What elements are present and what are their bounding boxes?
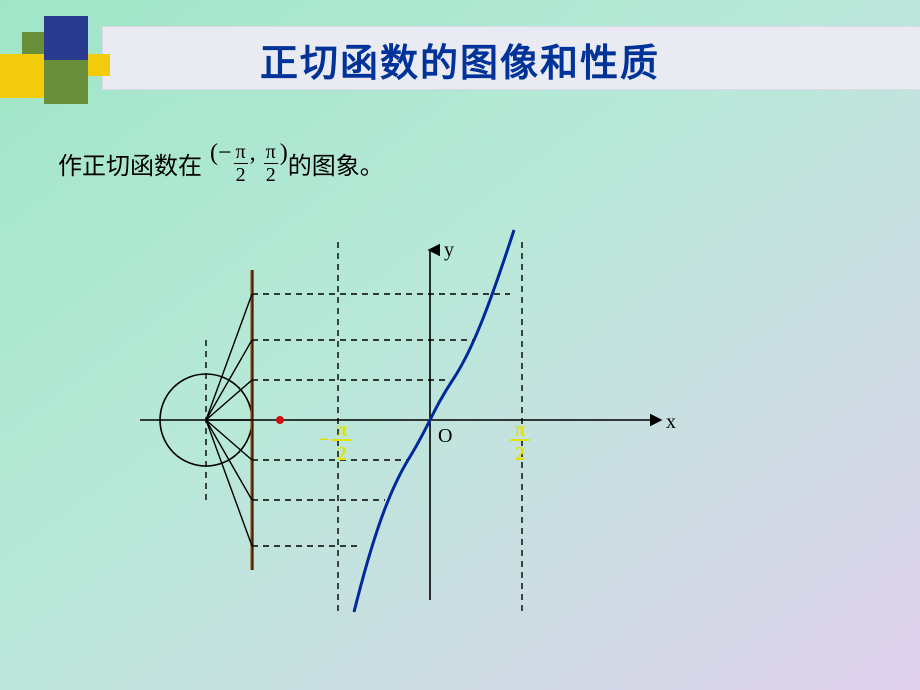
deco-square xyxy=(22,32,44,54)
frac-num: π xyxy=(264,142,278,163)
lparen: ( xyxy=(210,140,218,166)
svg-text:π: π xyxy=(515,419,526,441)
diagram-svg: Oxy−π2π2 xyxy=(140,210,700,630)
corner-decoration xyxy=(0,0,140,120)
svg-text:O: O xyxy=(438,425,452,447)
deco-square xyxy=(44,60,88,104)
svg-text:y: y xyxy=(444,239,454,261)
deco-square xyxy=(44,16,88,60)
frac-num: π xyxy=(234,142,248,163)
body-suffix: 的图象。 xyxy=(288,146,384,181)
svg-text:2: 2 xyxy=(515,443,525,465)
tangent-diagram: Oxy−π2π2 xyxy=(140,210,700,630)
comma: , xyxy=(250,140,256,166)
body-text: 作正切函数在 (− π 2 , π 2 ) 的图象。 xyxy=(58,140,384,187)
fraction-pi2: π 2 xyxy=(264,142,278,185)
fraction-neg-pi2: π 2 xyxy=(234,142,248,185)
neg-sign: − xyxy=(218,140,232,166)
svg-text:x: x xyxy=(666,411,676,433)
rparen: ) xyxy=(280,140,288,166)
svg-text:2: 2 xyxy=(337,443,347,465)
frac-den: 2 xyxy=(234,164,248,185)
frac-den: 2 xyxy=(264,164,278,185)
deco-square xyxy=(0,54,44,98)
deco-square xyxy=(88,54,110,76)
slide: 正切函数的图像和性质 作正切函数在 (− π 2 , π 2 ) 的图象。 xyxy=(0,0,920,690)
svg-text:π: π xyxy=(337,419,348,441)
svg-text:−: − xyxy=(318,429,329,451)
body-prefix: 作正切函数在 xyxy=(58,146,202,181)
